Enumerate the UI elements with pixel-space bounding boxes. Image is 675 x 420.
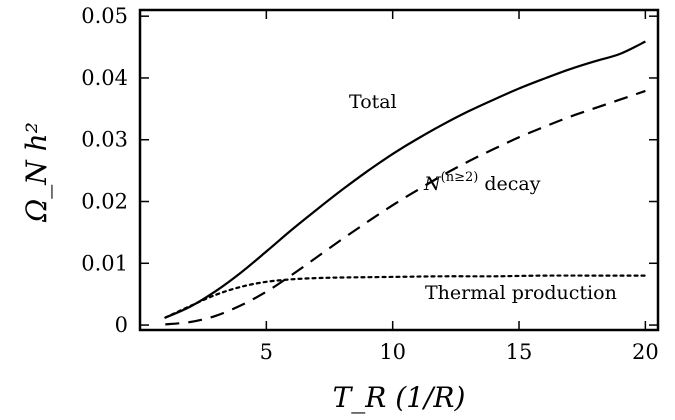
x-axis-label: T_R (1/R) (333, 381, 466, 414)
x-tick-label: 20 (632, 340, 659, 364)
series-line-solid (164, 40, 646, 319)
x-tick-label: 10 (379, 340, 406, 364)
annotation-decay-sup: (n≥2) (441, 170, 479, 185)
annotation-decay-base: N (423, 173, 442, 195)
x-tick-label: 5 (260, 340, 273, 364)
y-tick-label: 0.04 (81, 66, 128, 90)
series-line-dotted (164, 274, 647, 319)
annotation-decay-word: decay (484, 173, 540, 195)
y-tick-label: 0 (115, 313, 128, 337)
x-tick-label: 15 (506, 340, 533, 364)
series-line-dashed (165, 89, 646, 326)
tick-marks (140, 10, 658, 330)
annotation-total: Total (349, 91, 397, 113)
plot-frame (138, 8, 660, 332)
annotation-decay: N(n≥2) decay (423, 170, 541, 195)
y-tick-label: 0.01 (81, 251, 128, 275)
y-tick-label: 0.02 (81, 190, 128, 214)
series-lines (164, 40, 647, 326)
annotation-thermal: Thermal production (425, 282, 617, 304)
y-tick-label: 0.05 (81, 4, 128, 28)
y-tick-label: 0.03 (81, 128, 128, 152)
tick-labels: 5 10 15 20 0 0.01 0.02 0.03 0.04 0.05 (81, 4, 658, 364)
y-axis-label: Ω_N h² (20, 122, 53, 223)
